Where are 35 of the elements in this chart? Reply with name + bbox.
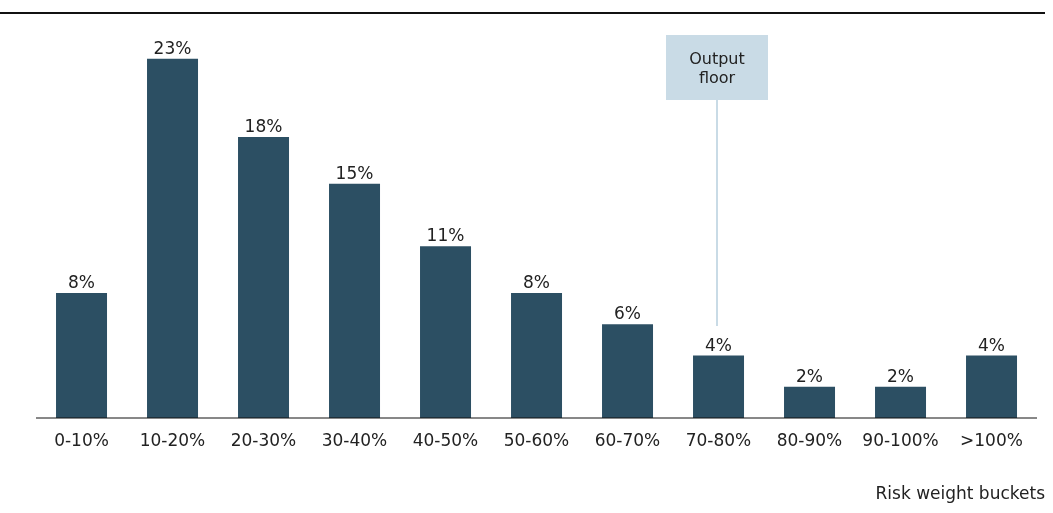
data-label: 23% (153, 37, 192, 58)
bar (966, 355, 1018, 418)
x-tick-label: 80-90% (776, 430, 843, 451)
data-label: 18% (244, 115, 283, 136)
x-tick-label: 90-100% (862, 430, 939, 451)
x-tick-label: 0-10% (54, 430, 109, 451)
bar (329, 183, 381, 418)
data-label: 2% (796, 365, 824, 386)
x-axis-title: Risk weight buckets (875, 483, 1045, 503)
data-label: 15% (335, 162, 374, 183)
x-tick-label: 20-30% (230, 430, 297, 451)
data-label: 4% (978, 334, 1006, 355)
x-tick-label: >100% (960, 430, 1023, 451)
data-label: 2% (887, 365, 915, 386)
bar (56, 293, 108, 418)
x-tick-label: 10-20% (139, 430, 206, 451)
bar (147, 58, 199, 418)
data-label: 11% (426, 225, 465, 246)
bar (784, 386, 836, 418)
x-tick-label: 50-60% (503, 430, 570, 451)
data-label: 4% (705, 334, 733, 355)
callout-box: Output floor (666, 35, 768, 100)
x-tick-label: 70-80% (685, 430, 752, 451)
bar (511, 293, 563, 418)
bar (602, 324, 654, 418)
x-tick-label: 30-40% (321, 430, 388, 451)
bar (420, 246, 472, 418)
data-label: 6% (614, 303, 642, 324)
bar (238, 136, 290, 418)
data-label: 8% (523, 272, 551, 293)
x-tick-label: 40-50% (412, 430, 479, 451)
data-label: 8% (68, 272, 96, 293)
bar (693, 355, 745, 418)
bar (875, 386, 927, 418)
x-tick-label: 60-70% (594, 430, 661, 451)
